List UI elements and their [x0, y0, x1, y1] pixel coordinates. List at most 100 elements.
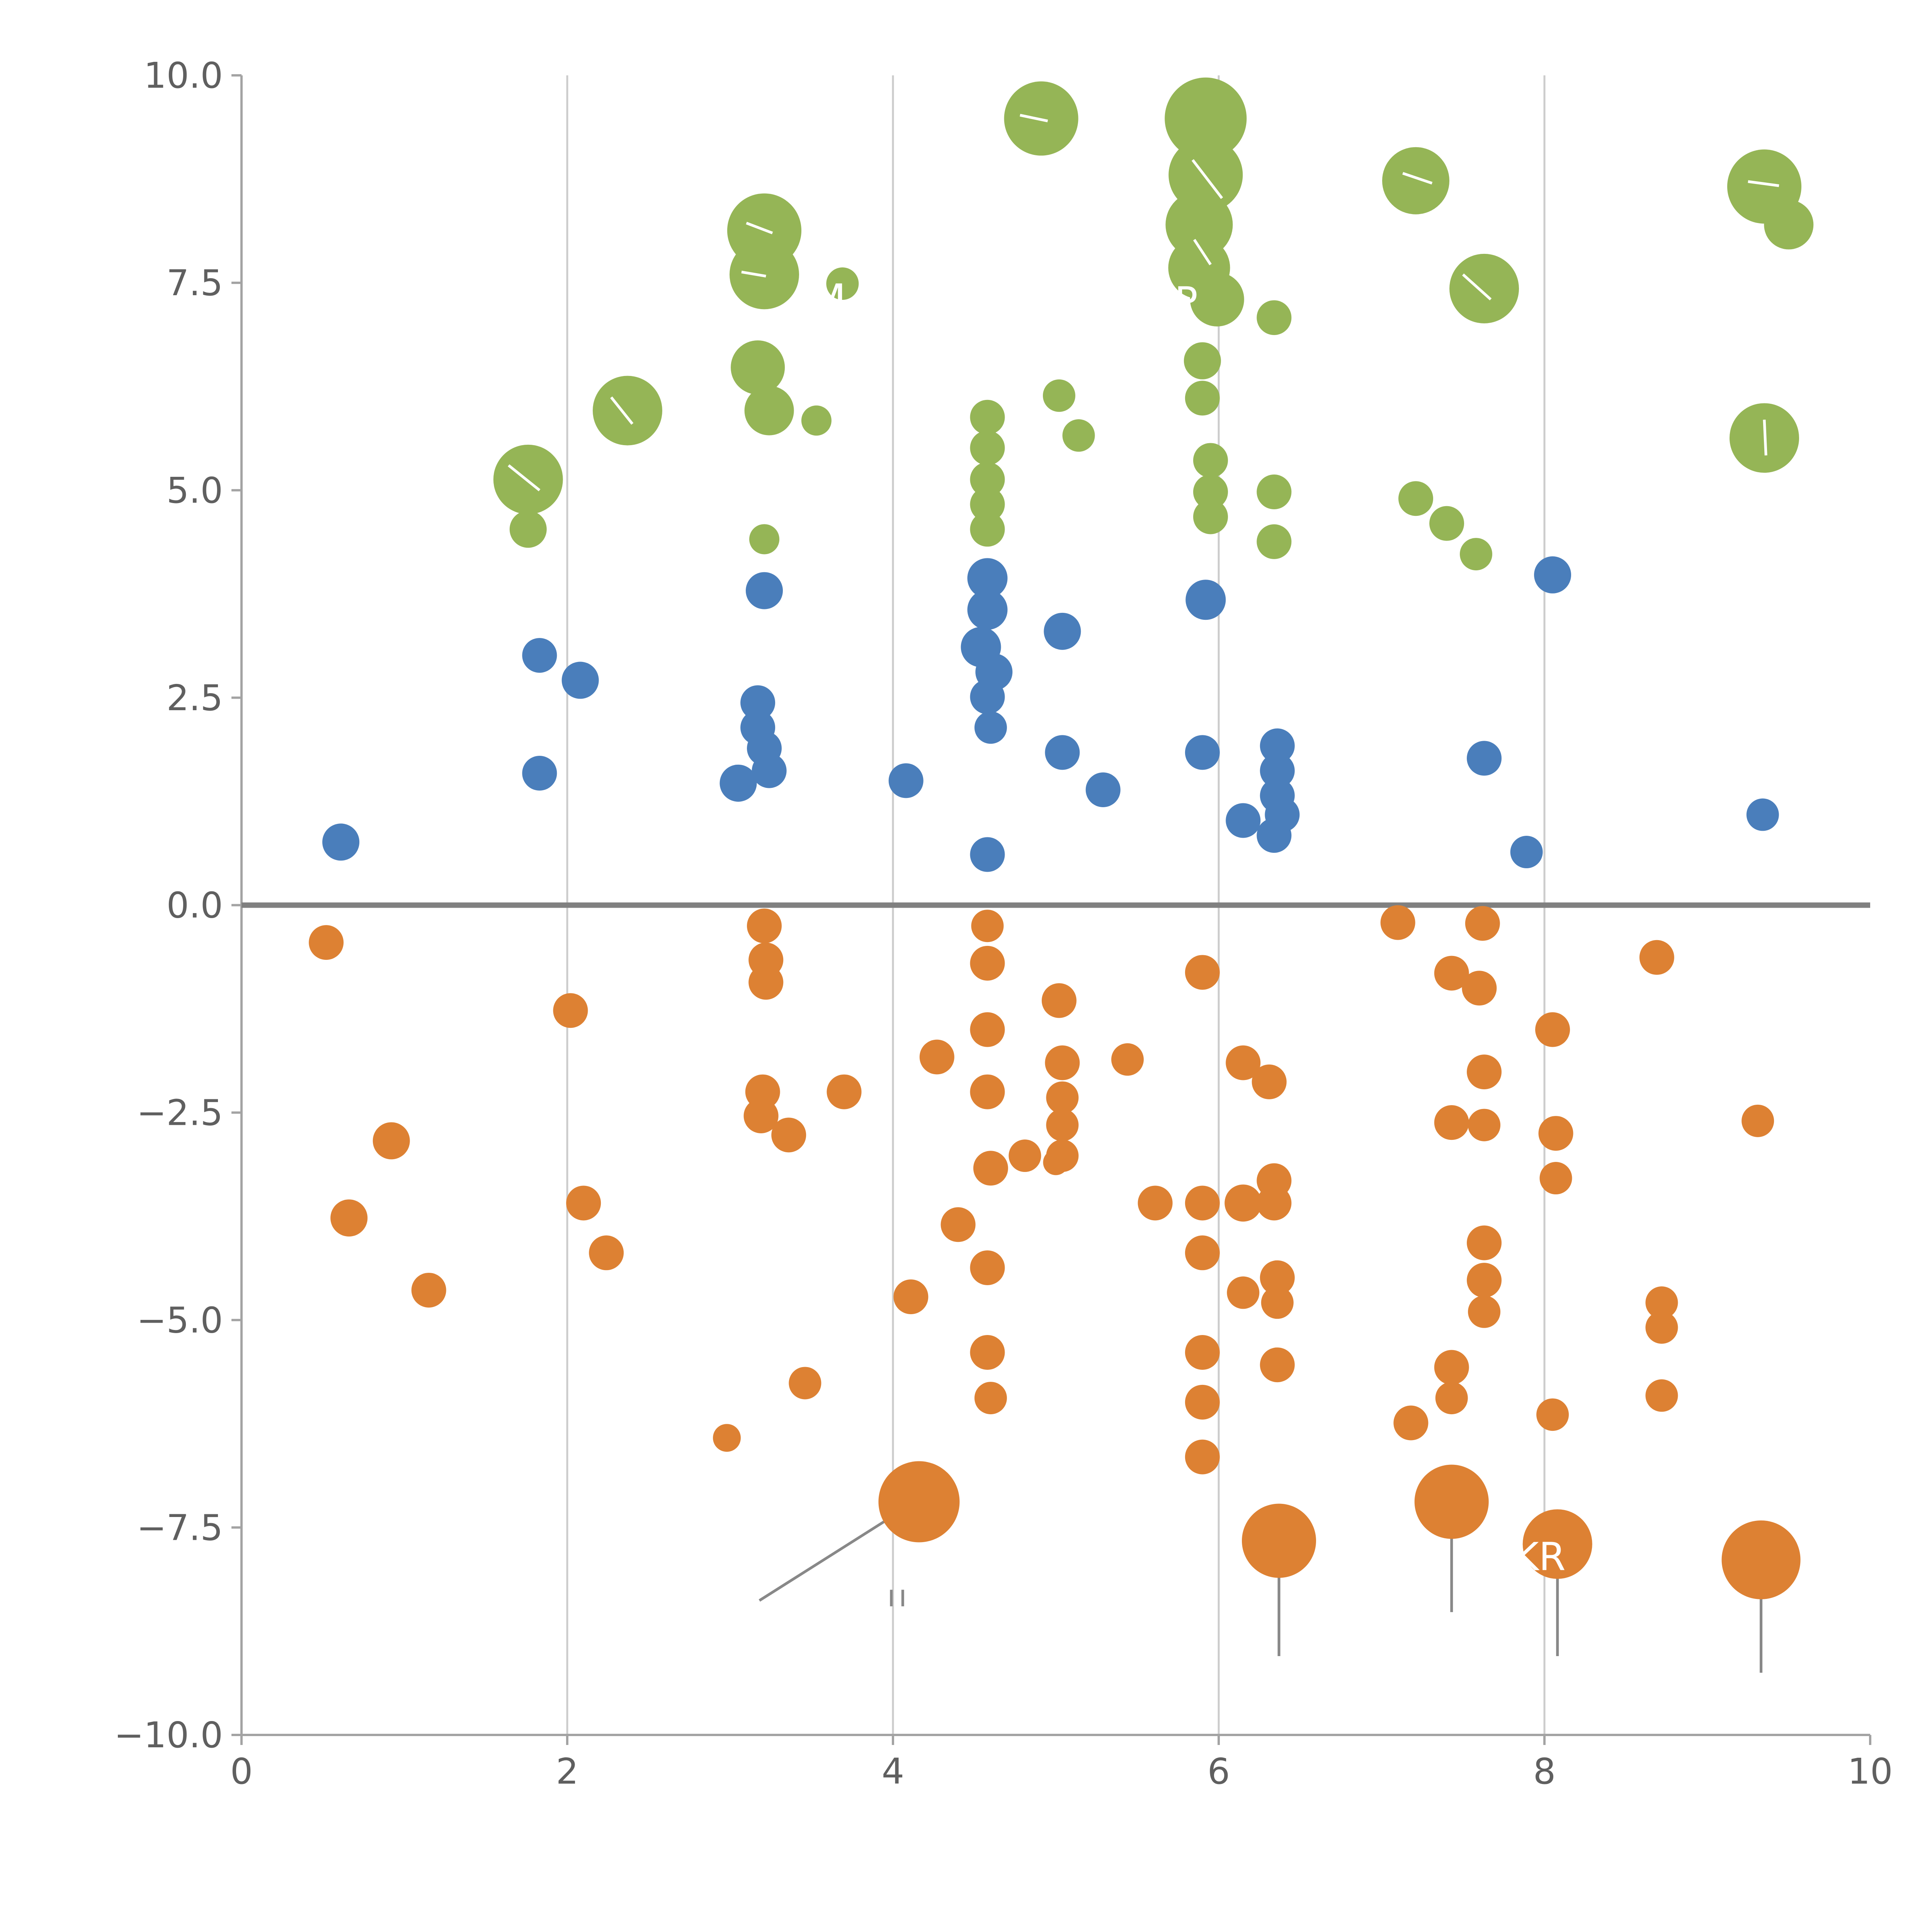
data-point-group-orange — [1009, 1139, 1041, 1172]
data-point-group-blue — [1085, 772, 1121, 807]
data-point-group-green — [970, 512, 1005, 547]
leader-line-white — [1748, 180, 1779, 187]
data-point-group-orange — [1393, 1405, 1429, 1440]
x-tick-label: 4 — [882, 1751, 905, 1792]
y-tick-label: −7.5 — [137, 1507, 223, 1548]
data-point-group-green — [744, 386, 794, 435]
data-point-group-orange — [789, 1367, 821, 1400]
data-point-group-orange — [1111, 1043, 1144, 1076]
data-point-group-orange — [747, 908, 782, 944]
data-point-group-blue — [1044, 612, 1081, 650]
point-label: P — [1175, 279, 1198, 324]
data-point-group-blue — [740, 685, 776, 720]
data-point-group-green — [1429, 506, 1464, 541]
data-point-group-orange — [1260, 1260, 1295, 1295]
data-point-group-orange — [1041, 983, 1077, 1018]
data-point-group-orange — [1467, 1225, 1502, 1260]
data-point-group-orange — [553, 993, 588, 1028]
data-point-group-blue — [1257, 818, 1292, 853]
data-point-group-blue — [970, 837, 1005, 872]
data-point-group-orange — [1185, 1185, 1220, 1221]
leader-line-white — [610, 396, 634, 425]
data-point-group-orange — [1226, 1045, 1261, 1080]
leader-line-white — [1402, 172, 1433, 185]
data-point-group-blue — [561, 662, 599, 699]
data-point-group-orange — [771, 1117, 806, 1153]
data-point-group-blue — [1185, 735, 1220, 770]
data-point-group-green — [1043, 379, 1075, 412]
data-point-group-orange — [1414, 1464, 1489, 1539]
data-point-group-blue — [1467, 741, 1502, 776]
data-point-group-orange — [1645, 1379, 1678, 1412]
point-label: KR — [1514, 1534, 1566, 1579]
data-point-group-green — [731, 340, 785, 395]
data-point-group-orange — [1257, 1185, 1292, 1221]
data-point-group-orange — [1536, 1398, 1569, 1431]
y-tick-label: 10.0 — [144, 55, 223, 96]
data-point-group-orange — [566, 1185, 601, 1221]
data-point-group-orange — [1467, 1263, 1502, 1298]
data-point-group-orange — [970, 1012, 1005, 1047]
data-point-group-orange — [970, 946, 1005, 981]
data-point-group-orange — [1721, 1520, 1801, 1599]
data-point-group-orange — [330, 1199, 368, 1237]
data-point-group-green — [1382, 147, 1450, 214]
leader-line-white — [741, 270, 766, 278]
data-point-group-orange — [1639, 940, 1674, 975]
data-point-group-orange — [970, 1074, 1005, 1109]
data-point-group-orange — [1539, 1162, 1572, 1195]
y-tick-label: −10.0 — [114, 1714, 223, 1756]
data-point-group-orange — [970, 1250, 1005, 1285]
data-point-group-orange — [940, 1207, 976, 1242]
leader-line-white — [1763, 420, 1767, 456]
data-point-group-orange — [970, 1335, 1005, 1370]
data-point-group-orange — [589, 1235, 624, 1270]
data-point-group-orange — [1468, 1109, 1501, 1141]
data-point-group-green — [1165, 77, 1247, 160]
data-point-group-orange — [1185, 1439, 1220, 1475]
data-point-group-orange — [1260, 1347, 1295, 1383]
data-point-group-blue — [1534, 556, 1571, 594]
leader-line-white — [1191, 159, 1223, 199]
data-point-group-green — [509, 510, 547, 548]
data-point-group-blue — [322, 823, 360, 861]
data-point-group-orange — [1185, 955, 1220, 990]
data-point-group-orange — [1046, 1139, 1079, 1172]
data-point-group-orange — [973, 1151, 1008, 1186]
data-point-group-green — [826, 267, 859, 300]
point-label: M — [810, 275, 846, 324]
data-point-group-orange — [309, 925, 344, 960]
data-point-group-orange — [1465, 906, 1500, 941]
data-point-group-green — [1449, 253, 1519, 323]
data-point-group-orange — [1225, 1184, 1262, 1222]
data-point-group-blue — [522, 756, 557, 791]
data-point-group-blue — [719, 764, 757, 802]
data-point-group-orange — [411, 1272, 446, 1308]
data-point-group-green — [749, 524, 780, 554]
data-point-group-green — [1185, 381, 1220, 416]
data-point-group-blue — [967, 589, 1008, 630]
x-tick-label: 6 — [1208, 1751, 1230, 1792]
data-point-group-orange — [1645, 1311, 1678, 1344]
data-point-group-orange — [1434, 1350, 1469, 1385]
data-point-group-green — [730, 240, 799, 310]
data-point-group-blue — [970, 679, 1005, 714]
data-point-group-blue — [746, 572, 783, 609]
data-point-group-blue — [1045, 735, 1080, 770]
data-point-group-orange — [1046, 1109, 1079, 1141]
data-point-group-green — [1257, 474, 1292, 510]
data-point-group-green — [1764, 200, 1814, 250]
data-point-group-orange — [1742, 1104, 1774, 1137]
data-point-group-orange — [1185, 1384, 1220, 1420]
data-point-group-orange — [1261, 1286, 1294, 1319]
data-point-group-orange — [1185, 1335, 1220, 1370]
data-point-group-green — [970, 462, 1005, 497]
data-point-group-blue — [1510, 836, 1543, 869]
data-point-group-green — [970, 430, 1005, 466]
data-point-group-green — [1190, 272, 1244, 327]
leader-line-white — [1193, 239, 1212, 265]
data-point-group-orange — [1380, 905, 1415, 940]
y-tick-label: 2.5 — [167, 677, 223, 719]
